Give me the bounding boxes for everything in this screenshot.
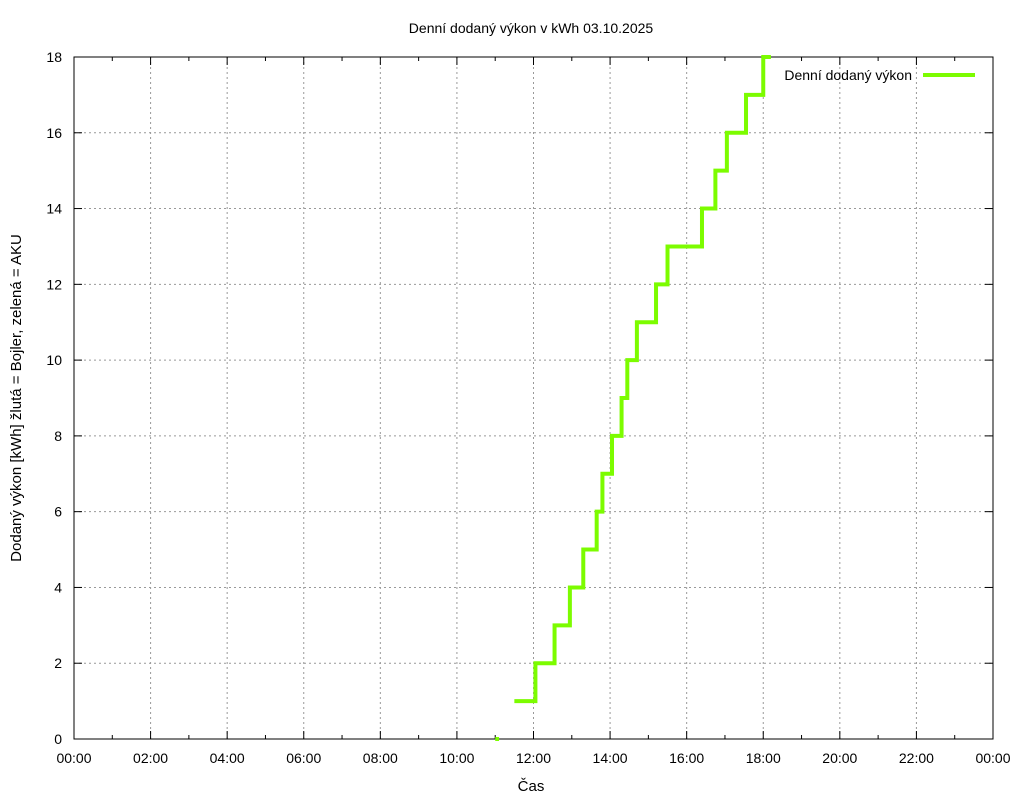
y-tick-labels: 0 2 4 6 8 10 12 14 16 18	[46, 49, 62, 747]
x-tick-label: 22:00	[899, 750, 934, 766]
legend: Denní dodaný výkon	[784, 67, 975, 83]
y-tick-label: 12	[46, 276, 62, 292]
x-tick-label: 14:00	[593, 750, 628, 766]
y-tick-label: 10	[46, 352, 62, 368]
y-tick-label: 16	[46, 125, 62, 141]
y-tick-label: 8	[54, 428, 62, 444]
y-tick-label: 4	[54, 579, 62, 595]
grid	[74, 57, 993, 739]
x-tick-label: 06:00	[286, 750, 321, 766]
y-tick-label: 6	[54, 504, 62, 520]
series-denni-dodany-vykon	[495, 55, 771, 741]
y-tick-label: 14	[46, 201, 62, 217]
x-tick-label: 20:00	[822, 750, 857, 766]
x-tick-label: 00:00	[56, 750, 91, 766]
y-tick-label: 2	[54, 655, 62, 671]
y-tick-label: 18	[46, 49, 62, 65]
x-axis-label: Čas	[518, 778, 545, 795]
x-tick-label: 18:00	[746, 750, 781, 766]
x-tick-label: 00:00	[975, 750, 1010, 766]
x-tick-label: 10:00	[439, 750, 474, 766]
chart-title: Denní dodaný výkon v kWh 03.10.2025	[409, 20, 654, 36]
x-tick-labels: 00:00 02:00 04:00 06:00 08:00 10:00 12:00 14:00…	[56, 750, 1010, 766]
legend-label: Denní dodaný výkon	[784, 67, 912, 83]
x-tick-label: 16:00	[669, 750, 704, 766]
y-axis-label: Dodaný výkon [kWh] žlutá = Bojler, zelen…	[8, 234, 25, 562]
x-tick-label: 08:00	[363, 750, 398, 766]
y-tick-label: 0	[54, 731, 62, 747]
x-tick-label: 12:00	[516, 750, 551, 766]
x-tick-label: 02:00	[133, 750, 168, 766]
x-tick-label: 04:00	[210, 750, 245, 766]
